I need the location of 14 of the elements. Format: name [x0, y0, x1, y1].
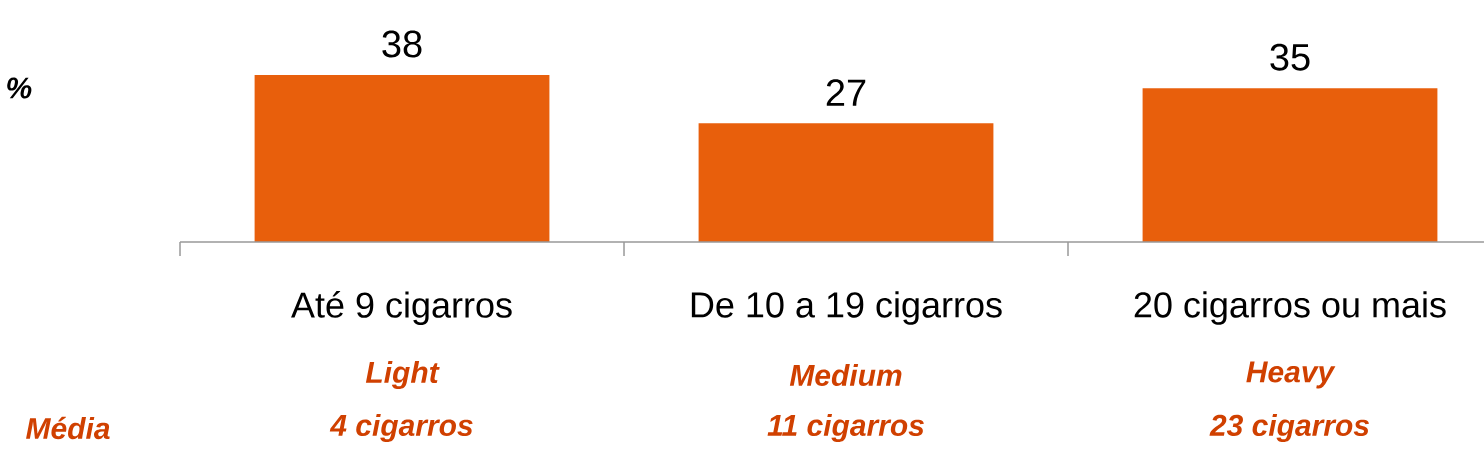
text: Média	[26, 416, 110, 440]
x-tick-label: De 10 a 19 cigarros	[691, 291, 1002, 325]
text: Heavy	[1246, 361, 1336, 389]
text: Light	[365, 361, 440, 389]
data-label: 35	[1270, 43, 1310, 71]
text: Medium	[789, 363, 902, 387]
x-tick-label: 20 cigarros ou mais	[1134, 291, 1446, 325]
data-label: 38	[382, 30, 422, 58]
data-label: 27	[826, 79, 866, 106]
text: 4 cigarros	[329, 414, 473, 442]
text: 23 cigarros	[1209, 414, 1369, 442]
x-tick-label: Até 9 cigarros	[291, 291, 512, 325]
text: %	[7, 77, 32, 99]
text: 11 cigarros	[767, 414, 924, 442]
